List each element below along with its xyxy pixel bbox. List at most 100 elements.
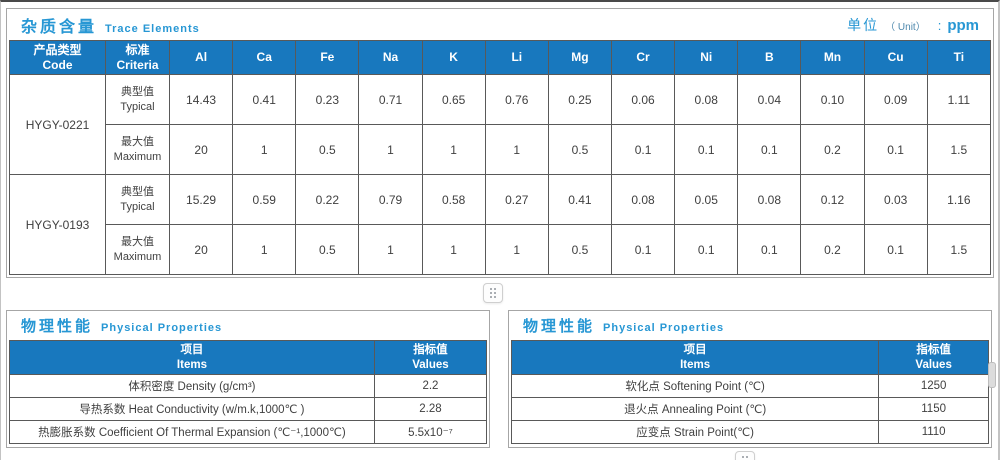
criteria-label-cell: 典型值 Typical	[105, 174, 170, 225]
value-cell-b: 0.08	[737, 174, 802, 225]
physical-right-header-row: 项目 Items 指标值 Values	[510, 340, 989, 375]
col-header-element-ca: Ca	[232, 40, 297, 75]
col-header-element-mg: Mg	[547, 40, 612, 75]
property-value-cell: 2.2	[373, 374, 488, 398]
value-cell-li: 1	[484, 124, 549, 175]
value-cell-ti: 1.5	[926, 224, 992, 275]
trace-row-hygy-0221-typical: HYGY-0221 典型值 Typical 14.43 0.41 0.23 0.71 0.65…	[9, 74, 992, 175]
value-cell-ti: 1.16	[926, 174, 992, 225]
col-header-element-na: Na	[358, 40, 423, 75]
value-cell-al: 20	[168, 124, 234, 175]
trace-row-hygy-0193-maximum: 最大值 Maximum 20 1 0.5 1 1 1 0.5 0.1 0.1 0.1 0.2 0.1 1.5	[10, 224, 992, 275]
value-cell-ni: 0.08	[674, 74, 739, 125]
property-value-cell: 2.28	[373, 397, 488, 421]
property-item-cell: 热膨胀系数 Coefficient Of Thermal Expansion (…	[9, 420, 375, 444]
property-value-cell: 5.5x10⁻⁷	[373, 420, 488, 444]
value-cell-ca: 1	[232, 124, 297, 175]
value-cell-fe: 0.23	[295, 74, 360, 125]
grid-dots-icon	[490, 288, 496, 298]
value-cell-cu: 0.1	[863, 124, 928, 175]
criteria-label-cell: 典型值 Typical	[105, 74, 170, 125]
physical-property-row: 体积密度 Density (g/cm³) 2.2	[9, 374, 488, 398]
property-value-cell: 1250	[878, 374, 989, 398]
unit-label: 单位 （ Unit） : ppm	[847, 15, 979, 35]
value-cell-fe: 0.5	[295, 124, 360, 175]
physical-properties-right-card: 物理性能 Physical Properties 项目 Items 指标值 Value…	[508, 310, 992, 448]
grid-dots-icon	[742, 456, 748, 460]
physical-property-row: 软化点 Softening Point (℃) 1250	[510, 374, 989, 398]
property-item-cell: 软化点 Softening Point (℃)	[510, 374, 880, 398]
value-cell-cu: 0.03	[863, 174, 928, 225]
value-cell-k: 0.58	[421, 174, 486, 225]
value-cell-ni: 0.1	[674, 224, 739, 275]
value-cell-k: 1	[421, 224, 486, 275]
value-cell-k: 0.65	[421, 74, 486, 125]
value-cell-mg: 0.5	[547, 224, 612, 275]
property-value-cell: 1110	[878, 420, 989, 444]
value-cell-mg: 0.25	[547, 74, 612, 125]
physical-properties-left-card: 物理性能 Physical Properties 项目 Items 指标值 Value…	[6, 310, 490, 448]
col-header-element-ni: Ni	[674, 40, 739, 75]
property-item-cell: 体积密度 Density (g/cm³)	[9, 374, 375, 398]
physical-left-title-en: Physical Properties	[101, 322, 223, 334]
property-item-cell: 应变点 Strain Point(℃)	[510, 420, 880, 444]
value-cell-b: 0.1	[737, 124, 802, 175]
physical-right-table: 项目 Items 指标值 Values 软化点 Softening Point (℃…	[510, 340, 989, 444]
col-header-element-fe: Fe	[295, 40, 360, 75]
trace-title-zh: 杂质含量	[21, 18, 98, 36]
trace-header-row: 产品类型 Code 标准 Criteria Al Ca Fe Na K Li Mg Cr Ni B Mn…	[9, 40, 992, 75]
physical-property-row: 退火点 Annealing Point (℃) 1150	[510, 397, 989, 421]
value-cell-ca: 1	[232, 224, 297, 275]
col-header-values: 指标值 Values	[373, 340, 488, 375]
property-value-cell: 1150	[878, 397, 989, 421]
criteria-label-cell: 最大值 Maximum	[105, 224, 170, 275]
col-header-element-al: Al	[168, 40, 234, 75]
value-cell-mn: 0.12	[800, 174, 865, 225]
value-cell-fe: 0.5	[295, 224, 360, 275]
trace-title: 杂质含量 Trace Elements	[21, 13, 200, 37]
physical-left-table: 项目 Items 指标值 Values 体积密度 Density (g/cm³) 2.…	[9, 340, 488, 444]
side-resize-grip[interactable]	[988, 362, 996, 388]
col-header-element-cu: Cu	[863, 40, 928, 75]
value-cell-ca: 0.59	[232, 174, 297, 225]
col-header-criteria: 标准 Criteria	[105, 40, 170, 75]
physical-right-title-en: Physical Properties	[603, 322, 725, 334]
unit-value: ppm	[947, 16, 979, 34]
property-item-cell: 退火点 Annealing Point (℃)	[510, 397, 880, 421]
value-cell-na: 0.79	[358, 174, 423, 225]
value-cell-li: 1	[484, 224, 549, 275]
value-cell-al: 14.43	[168, 74, 234, 125]
col-header-element-mn: Mn	[800, 40, 865, 75]
unit-colon: :	[937, 17, 942, 33]
bottom-drag-handle[interactable]	[735, 451, 755, 460]
value-cell-ni: 0.05	[674, 174, 739, 225]
value-cell-cr: 0.1	[610, 224, 676, 275]
col-header-element-ti: Ti	[926, 40, 992, 75]
value-cell-fe: 0.22	[295, 174, 360, 225]
physical-left-title-zh: 物理性能	[21, 318, 94, 335]
col-header-items: 项目 Items	[510, 340, 880, 375]
trace-row-hygy-0193-typical: HYGY-0193 典型值 Typical 15.29 0.59 0.22 0.79 0.58…	[9, 174, 992, 275]
physical-property-row: 导热系数 Heat Conductivity (w/m.k,1000℃ ) 2.2…	[9, 397, 488, 421]
col-header-element-k: K	[421, 40, 486, 75]
value-cell-al: 20	[168, 224, 234, 275]
trace-row-hygy-0221-maximum: 最大值 Maximum 20 1 0.5 1 1 1 0.5 0.1 0.1 0.1 0.2 0.1 1.5	[10, 124, 992, 175]
value-cell-li: 0.76	[484, 74, 549, 125]
value-cell-k: 1	[421, 124, 486, 175]
value-cell-cr: 0.08	[610, 174, 676, 225]
property-item-cell: 导热系数 Heat Conductivity (w/m.k,1000℃ )	[9, 397, 375, 421]
value-cell-mg: 0.41	[547, 174, 612, 225]
physical-property-row: 应变点 Strain Point(℃) 1110	[510, 420, 989, 444]
trace-title-bar: 杂质含量 Trace Elements 单位 （ Unit） : ppm	[7, 9, 993, 40]
col-header-element-b: B	[737, 40, 802, 75]
value-cell-ca: 0.41	[232, 74, 297, 125]
value-cell-cu: 0.09	[863, 74, 928, 125]
value-cell-li: 0.27	[484, 174, 549, 225]
section-drag-handle[interactable]	[483, 283, 503, 303]
col-header-element-li: Li	[484, 40, 549, 75]
value-cell-cr: 0.06	[610, 74, 676, 125]
trace-elements-table: 产品类型 Code 标准 Criteria Al Ca Fe Na K Li Mg Cr Ni B Mn…	[9, 40, 992, 275]
value-cell-mn: 0.10	[800, 74, 865, 125]
value-cell-mn: 0.2	[800, 124, 865, 175]
physical-left-title-bar: 物理性能 Physical Properties	[7, 311, 489, 340]
